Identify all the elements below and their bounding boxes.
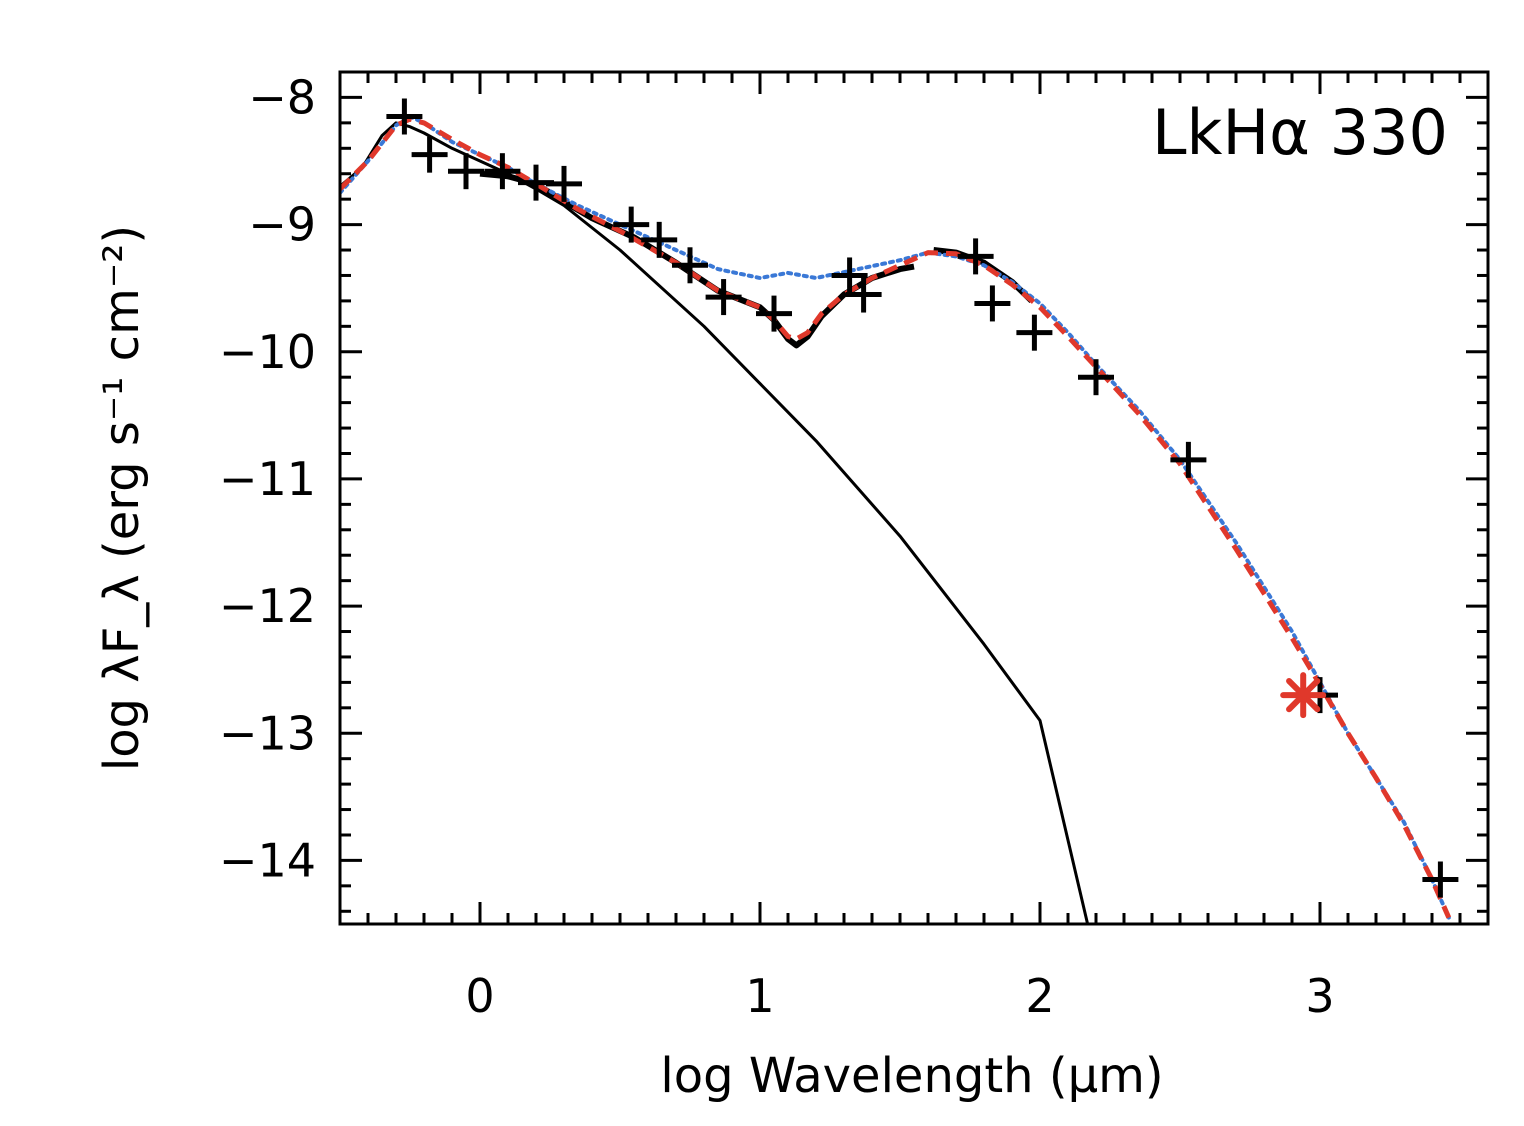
data-point-cross [1170,441,1207,478]
y-tick-label: −10 [219,325,316,379]
highlight-asterisk [1280,672,1327,719]
x-axis-title: log Wavelength (μm) [660,1048,1163,1104]
data-point-cross [974,285,1011,322]
data-point-cross [386,98,423,135]
plot-area [340,98,1459,924]
x-tick-label: 3 [1305,969,1334,1023]
axis-tick-labels: 0 1 2 3 −8 −9 −10 −11 −12 −13 −14 [219,70,1335,1023]
data-point-cross [484,153,521,190]
x-tick-label: 2 [1025,969,1054,1023]
axis-ticks [338,70,1490,924]
y-tick-label: −14 [219,833,316,887]
series-line-dotted-3 [340,114,1451,920]
data-point-cross [756,295,792,332]
data-point-cross [1016,314,1053,351]
data-point-cross [1078,359,1114,396]
object-label: LkHα 330 [1152,96,1448,169]
data-point-cross [705,279,742,316]
data-point-cross [957,238,994,275]
data-point-cross [831,257,868,294]
data-point-cross [672,247,708,284]
y-tick-label: −8 [248,70,316,124]
y-tick-label: −13 [219,706,316,760]
data-point-cross [845,276,882,313]
y-tick-label: −9 [248,198,316,252]
y-tick-label: −12 [219,579,316,633]
series-layer [340,114,1452,924]
data-point-cross [613,206,650,243]
data-point-cross [546,165,582,202]
data-point-cross [448,153,484,190]
y-axis-title: log λF_λ (erg s⁻¹ cm⁻²) [94,225,150,771]
data-point-cross [641,221,678,258]
x-tick-label: 0 [465,969,494,1023]
x-tick-label: 1 [745,969,774,1023]
data-point-cross [411,136,448,173]
data-point-cross [1422,861,1459,898]
plot-frame [338,70,1490,926]
asterisk-stroke [1286,677,1321,713]
data-points [386,98,1459,898]
y-tick-label: −11 [219,452,316,506]
series-line-dashed-4 [340,116,1452,919]
